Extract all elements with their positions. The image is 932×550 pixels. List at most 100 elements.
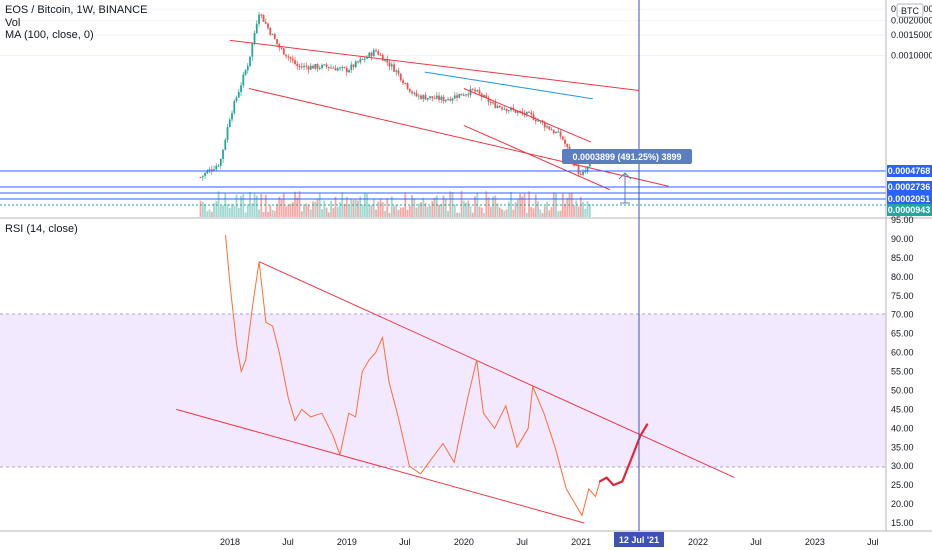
volume-bar — [267, 211, 269, 217]
volume-bar — [474, 196, 476, 217]
volume-bar — [399, 207, 402, 217]
time-tick-label: 2018 — [220, 537, 240, 547]
candle-body — [528, 111, 530, 113]
candle-body — [244, 70, 247, 75]
volume-bar — [357, 200, 359, 217]
volume-bar — [368, 205, 371, 217]
measure-tooltip-bg — [562, 149, 692, 164]
candle-body — [264, 21, 267, 24]
candle-body — [480, 93, 483, 97]
candle-body — [262, 14, 265, 22]
candle-body — [280, 47, 283, 49]
volume-legend[interactable]: Vol — [5, 17, 20, 29]
volume-bar — [222, 205, 224, 217]
volume-bar — [465, 202, 467, 217]
time-axis: 2018 Jul 2019 Jul 2020 Jul 2021 2022 Jul 2023 Jul — [220, 537, 879, 547]
candle-body — [489, 102, 492, 104]
volume-bar — [199, 200, 202, 217]
currency-badge[interactable] — [896, 3, 924, 18]
volume-bar — [442, 195, 445, 217]
candle-body — [258, 14, 260, 24]
volume-bar — [339, 202, 341, 217]
candle-body — [505, 108, 508, 112]
candle-body — [316, 64, 319, 69]
volume-bar — [415, 207, 418, 217]
candle-body — [467, 94, 470, 96]
candle-body — [298, 66, 301, 68]
volume-bar — [541, 212, 544, 217]
volume-bar — [498, 207, 501, 217]
time-tick-label: 2019 — [337, 537, 357, 547]
volume-bar — [406, 209, 409, 217]
volume-bar — [561, 192, 564, 217]
volume-bar — [521, 196, 524, 217]
volume-bar — [458, 212, 461, 217]
volume-bar — [246, 204, 249, 217]
candle-body — [291, 58, 294, 61]
candle-body — [377, 51, 380, 55]
symbol-title[interactable]: EOS / Bitcoin, 1W, BINANCE — [5, 4, 147, 16]
rsi-tick-label: 70.00 — [891, 310, 914, 320]
candle-body — [213, 169, 215, 171]
candle-body — [435, 95, 438, 99]
time-tick-label: Jul — [867, 537, 879, 547]
rsi-tick-label: 15.00 — [891, 518, 914, 528]
candle-body — [588, 161, 591, 167]
volume-bar — [546, 201, 548, 217]
candle-body — [507, 110, 510, 112]
volume-bar — [426, 206, 429, 217]
price-tick-label: 0.0020000 — [891, 15, 932, 25]
candle-body — [390, 64, 393, 67]
volume-bar — [559, 210, 562, 217]
time-tick-label: 2021 — [571, 537, 591, 547]
ma-legend[interactable]: MA (100, close, 0) — [5, 29, 94, 41]
candle-body — [449, 98, 452, 101]
volume-bar — [262, 212, 265, 217]
candle-body — [404, 82, 407, 84]
volume-bar — [388, 212, 391, 217]
candle-body — [285, 54, 287, 57]
candle-body — [296, 63, 299, 67]
time-tick-label: Jul — [750, 537, 762, 547]
cursor-date-label: 12 Jul '21 — [619, 535, 659, 545]
rsi-line — [225, 235, 601, 517]
volume-bar — [492, 196, 494, 217]
volume-bar — [510, 192, 512, 217]
rsi-legend[interactable]: RSI (14, close) — [5, 223, 78, 235]
volume-bar — [420, 202, 422, 217]
rsi-tick-label: 20.00 — [891, 499, 914, 509]
rsi-tick-label: 95.00 — [891, 215, 914, 225]
rsi-tick-label: 45.00 — [891, 404, 914, 414]
candle-body — [312, 65, 314, 69]
candle-body — [393, 64, 395, 72]
candle-body — [260, 14, 263, 16]
volume-bar — [381, 202, 384, 217]
price-trendline — [463, 88, 592, 143]
volume-bar — [309, 209, 312, 217]
candle-body — [384, 59, 386, 61]
candle-body — [516, 111, 519, 113]
volume-bar — [395, 204, 398, 217]
volume-bar — [264, 194, 267, 217]
volume-bar — [325, 207, 328, 217]
volume-bar — [271, 209, 274, 217]
volume-bar — [370, 205, 373, 217]
time-tick-label: 2022 — [688, 537, 708, 547]
volume-bar — [249, 191, 251, 217]
candle-body — [303, 65, 305, 68]
candle-body — [267, 23, 269, 28]
volume-bar — [244, 212, 247, 217]
volume-bar — [289, 203, 292, 217]
price-label-bg — [887, 165, 932, 177]
time-tick-label: Jul — [516, 537, 528, 547]
candle-body — [287, 56, 290, 58]
volume-bar — [402, 207, 404, 217]
candle-body — [496, 105, 499, 108]
candle-body — [460, 93, 463, 96]
volume-bar — [548, 210, 551, 217]
volume-bar — [327, 212, 330, 217]
volume-bar — [505, 209, 508, 217]
volume-bar — [390, 196, 393, 217]
volume-bar — [359, 196, 362, 217]
